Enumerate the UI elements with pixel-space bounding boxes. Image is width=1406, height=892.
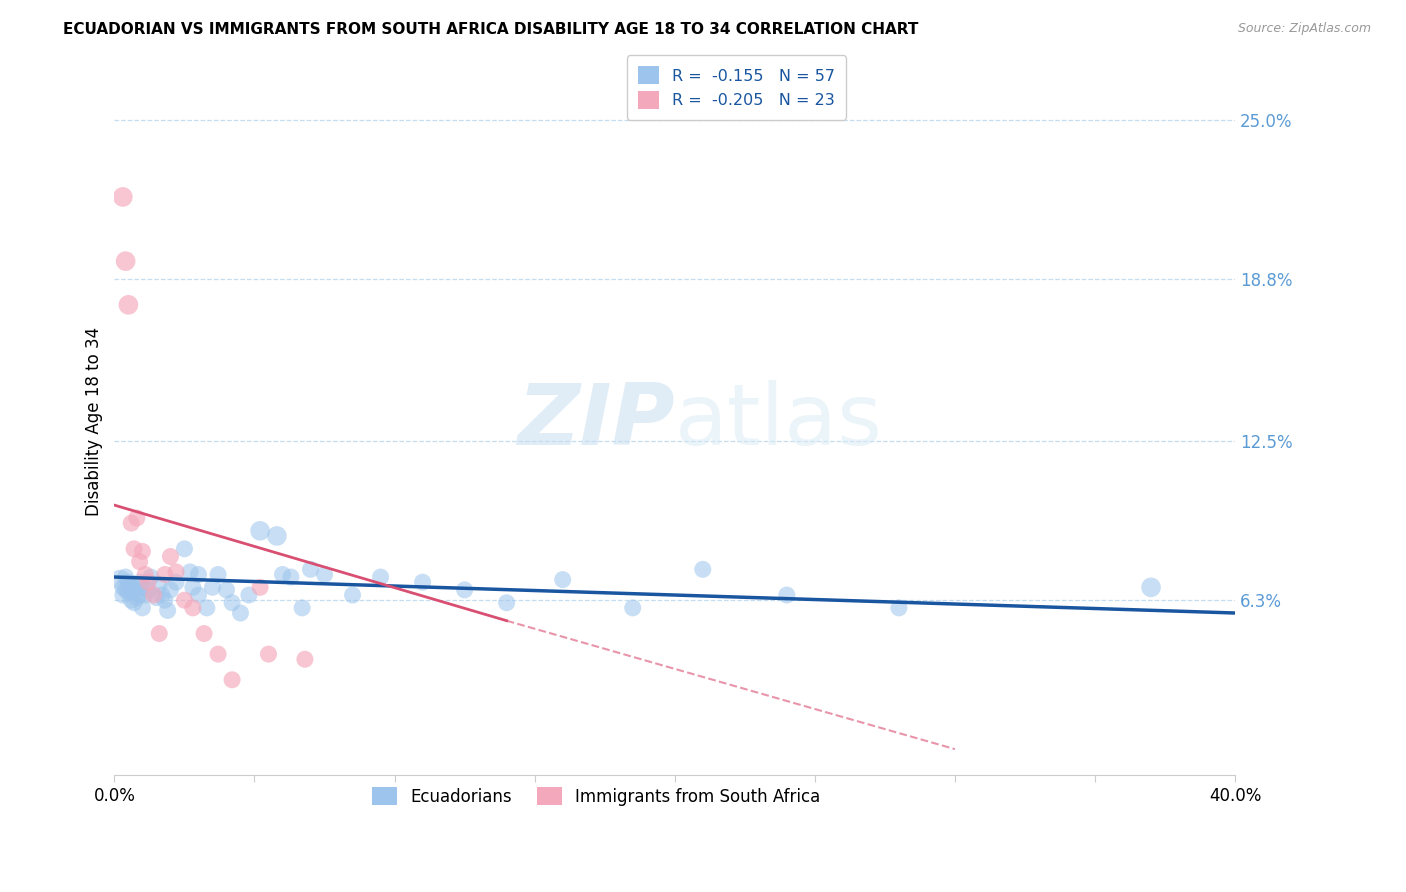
Point [131, 600, 153, 615]
Point [128, 575, 150, 590]
Point [150, 588, 173, 602]
Point [1140, 580, 1163, 594]
Point [215, 582, 238, 597]
Y-axis label: Disability Age 18 to 34: Disability Age 18 to 34 [86, 327, 103, 516]
Legend: Ecuadorians, Immigrants from South Africa: Ecuadorians, Immigrants from South Afric… [361, 777, 831, 816]
Point [165, 575, 187, 590]
Text: Source: ZipAtlas.com: Source: ZipAtlas.com [1237, 22, 1371, 36]
Point [495, 596, 517, 610]
Point [692, 562, 714, 576]
Point [159, 549, 181, 564]
Point [187, 588, 209, 602]
Point [148, 626, 170, 640]
Point [120, 580, 142, 594]
Point [181, 600, 204, 615]
Point [314, 567, 336, 582]
Point [221, 673, 243, 687]
Point [117, 575, 139, 590]
Point [179, 565, 201, 579]
Point [201, 580, 224, 594]
Point [128, 555, 150, 569]
Point [187, 567, 209, 582]
Point [114, 570, 136, 584]
Point [193, 626, 215, 640]
Text: atlas: atlas [675, 380, 883, 463]
Point [266, 529, 288, 543]
Point [125, 578, 148, 592]
Point [621, 600, 644, 615]
Point [249, 580, 271, 594]
Point [153, 593, 176, 607]
Point [207, 567, 229, 582]
Point [249, 524, 271, 538]
Point [271, 567, 294, 582]
Point [153, 567, 176, 582]
Point [195, 600, 218, 615]
Point [131, 544, 153, 558]
Point [120, 516, 142, 530]
Point [111, 588, 134, 602]
Point [370, 570, 392, 584]
Point [111, 190, 134, 204]
Point [108, 573, 131, 587]
Point [280, 570, 302, 584]
Point [148, 578, 170, 592]
Point [412, 575, 434, 590]
Point [134, 567, 156, 582]
Point [120, 593, 142, 607]
Point [299, 562, 322, 576]
Point [136, 575, 159, 590]
Point [122, 596, 145, 610]
Point [181, 580, 204, 594]
Point [122, 541, 145, 556]
Point [342, 588, 364, 602]
Point [776, 588, 799, 602]
Point [207, 647, 229, 661]
Point [551, 573, 574, 587]
Point [139, 570, 162, 584]
Point [221, 596, 243, 610]
Point [165, 565, 187, 579]
Point [257, 647, 280, 661]
Point [173, 541, 195, 556]
Text: ZIP: ZIP [517, 380, 675, 463]
Point [134, 588, 156, 602]
Point [125, 511, 148, 525]
Point [173, 593, 195, 607]
Point [117, 298, 139, 312]
Point [145, 591, 167, 605]
Point [156, 603, 179, 617]
Point [136, 582, 159, 597]
Point [114, 582, 136, 597]
Point [887, 600, 910, 615]
Point [294, 652, 316, 666]
Point [117, 585, 139, 599]
Point [142, 588, 165, 602]
Point [229, 606, 252, 620]
Point [114, 254, 136, 268]
Point [159, 582, 181, 597]
Point [122, 582, 145, 597]
Point [291, 600, 314, 615]
Point [238, 588, 260, 602]
Point [128, 588, 150, 602]
Point [111, 580, 134, 594]
Text: ECUADORIAN VS IMMIGRANTS FROM SOUTH AFRICA DISABILITY AGE 18 TO 34 CORRELATION C: ECUADORIAN VS IMMIGRANTS FROM SOUTH AFRI… [63, 22, 918, 37]
Point [125, 591, 148, 605]
Point [453, 582, 475, 597]
Point [131, 580, 153, 594]
